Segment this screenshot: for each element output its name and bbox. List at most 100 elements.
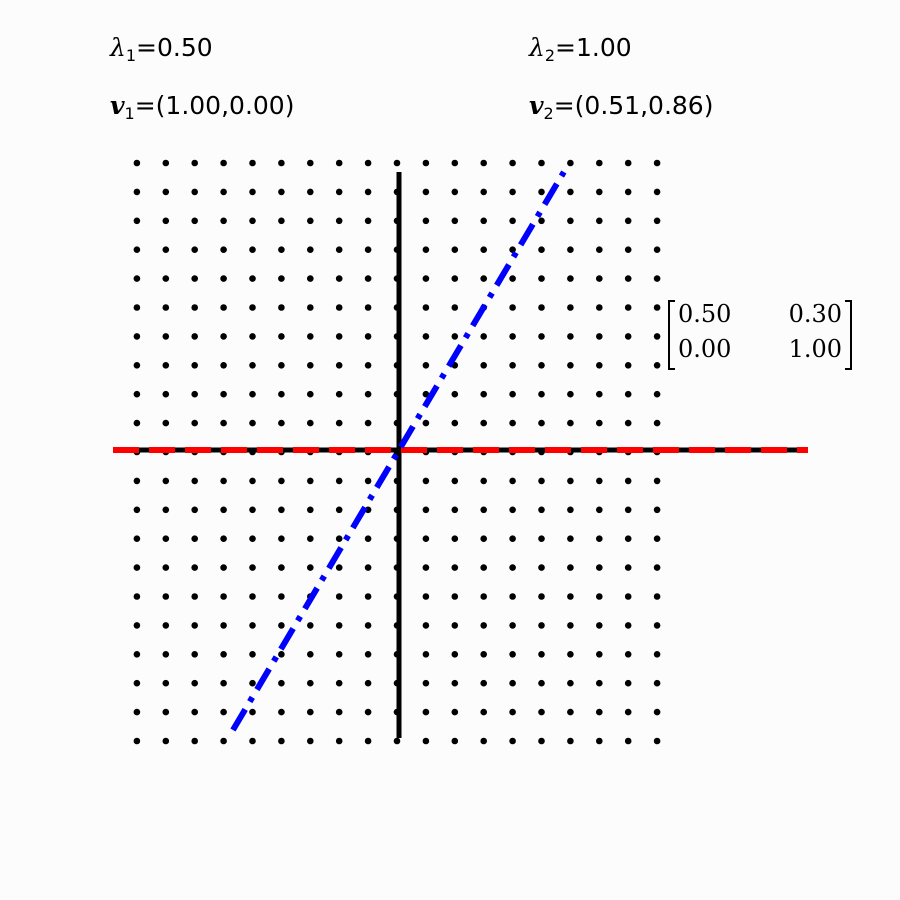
grid-dot [278, 679, 285, 687]
grid-dot [133, 419, 141, 427]
grid-dot [364, 159, 372, 167]
grid-dot [509, 593, 516, 600]
grid-dot [653, 737, 661, 745]
grid-dot [249, 333, 256, 340]
grid-dot [220, 217, 227, 225]
grid-dot [249, 217, 256, 225]
lambda2-value: 1.00 [576, 33, 632, 62]
grid-dot [653, 593, 661, 600]
grid-dot [422, 159, 430, 167]
grid-dot [162, 708, 170, 716]
grid-dot [422, 419, 430, 427]
grid-dot [422, 390, 430, 398]
grid-dot [653, 651, 661, 658]
grid-dot [307, 477, 314, 485]
grid-dot [653, 477, 661, 485]
grid-dot [278, 333, 285, 340]
grid-dot [191, 535, 198, 542]
grid-dot [653, 390, 661, 398]
grid-dot [509, 708, 516, 716]
grid-dot [278, 159, 285, 167]
grid-dot [653, 535, 661, 542]
grid-dot [509, 419, 516, 427]
grid-dot [538, 275, 545, 282]
grid-dot [162, 679, 170, 687]
grid-dot [451, 651, 459, 658]
grid-dot [538, 477, 545, 485]
grid-dot [480, 159, 488, 167]
grid-dot [133, 246, 141, 253]
grid-dot [191, 477, 198, 485]
grid-dot [307, 275, 314, 282]
grid-dot [538, 535, 545, 542]
grid-dot [567, 564, 574, 571]
grid-dot [451, 708, 459, 716]
grid-dot [278, 419, 285, 427]
grid-dot [596, 535, 603, 542]
v2-symbol: v [529, 91, 544, 120]
grid-dot [220, 477, 227, 485]
grid-dot [596, 679, 603, 687]
grid-dot [162, 419, 170, 427]
grid-dot [335, 390, 343, 398]
grid-dot [596, 304, 603, 311]
grid-dot [422, 304, 430, 311]
grid-dot [278, 708, 285, 716]
grid-dot [220, 246, 227, 253]
v1-subscript: 1 [124, 104, 135, 123]
grid-dot [133, 304, 141, 311]
grid-dot [249, 593, 256, 600]
grid-dot [422, 246, 430, 253]
grid-dot [567, 362, 574, 369]
grid-dot [307, 737, 314, 745]
grid-dot [133, 708, 141, 716]
grid-dot [451, 159, 459, 167]
grid-dot [509, 390, 516, 398]
grid-dot [538, 506, 545, 514]
grid-dot [133, 159, 141, 167]
grid-dot [480, 333, 488, 340]
grid-dot [480, 275, 488, 282]
grid-dot [307, 708, 314, 716]
grid-dot [133, 651, 141, 658]
grid-dot [422, 275, 430, 282]
grid-dot [422, 333, 430, 340]
grid-dot [509, 333, 516, 340]
grid-dot [480, 564, 488, 571]
grid-dot [538, 419, 545, 427]
grid-dot [307, 246, 314, 253]
grid-dot [249, 246, 256, 253]
grid-dot [653, 708, 661, 716]
grid-dot [278, 362, 285, 369]
grid-dot [335, 188, 343, 196]
matrix-right-bracket [845, 300, 852, 370]
lambda2-symbol: λ [529, 33, 545, 62]
grid-dot [653, 362, 661, 369]
transform-matrix: 0.50 0.30 0.00 1.00 [668, 300, 852, 372]
grid-dot [624, 246, 632, 253]
grid-dot [220, 708, 227, 716]
grid-dot [162, 390, 170, 398]
grid-dot [364, 708, 372, 716]
grid-dot [451, 477, 459, 485]
grid-dot [162, 159, 170, 167]
grid-dot [249, 419, 256, 427]
grid-dot [653, 679, 661, 687]
grid-dot [538, 737, 545, 745]
grid-dot [220, 333, 227, 340]
grid-dot [653, 564, 661, 571]
grid-dot [307, 390, 314, 398]
matrix-cell-10: 0.00 [678, 335, 732, 363]
grid-dot [364, 477, 372, 485]
grid-dot [538, 679, 545, 687]
grid-dot [335, 477, 343, 485]
grid-dot [422, 679, 430, 687]
grid-dot [567, 246, 574, 253]
v2-value: (0.51,0.86) [574, 91, 714, 120]
grid-dot [220, 535, 227, 542]
grid-dot [538, 708, 545, 716]
grid-dot [249, 708, 256, 716]
grid-dot [249, 651, 256, 658]
grid-dot [191, 506, 198, 514]
grid-dot [567, 159, 574, 167]
